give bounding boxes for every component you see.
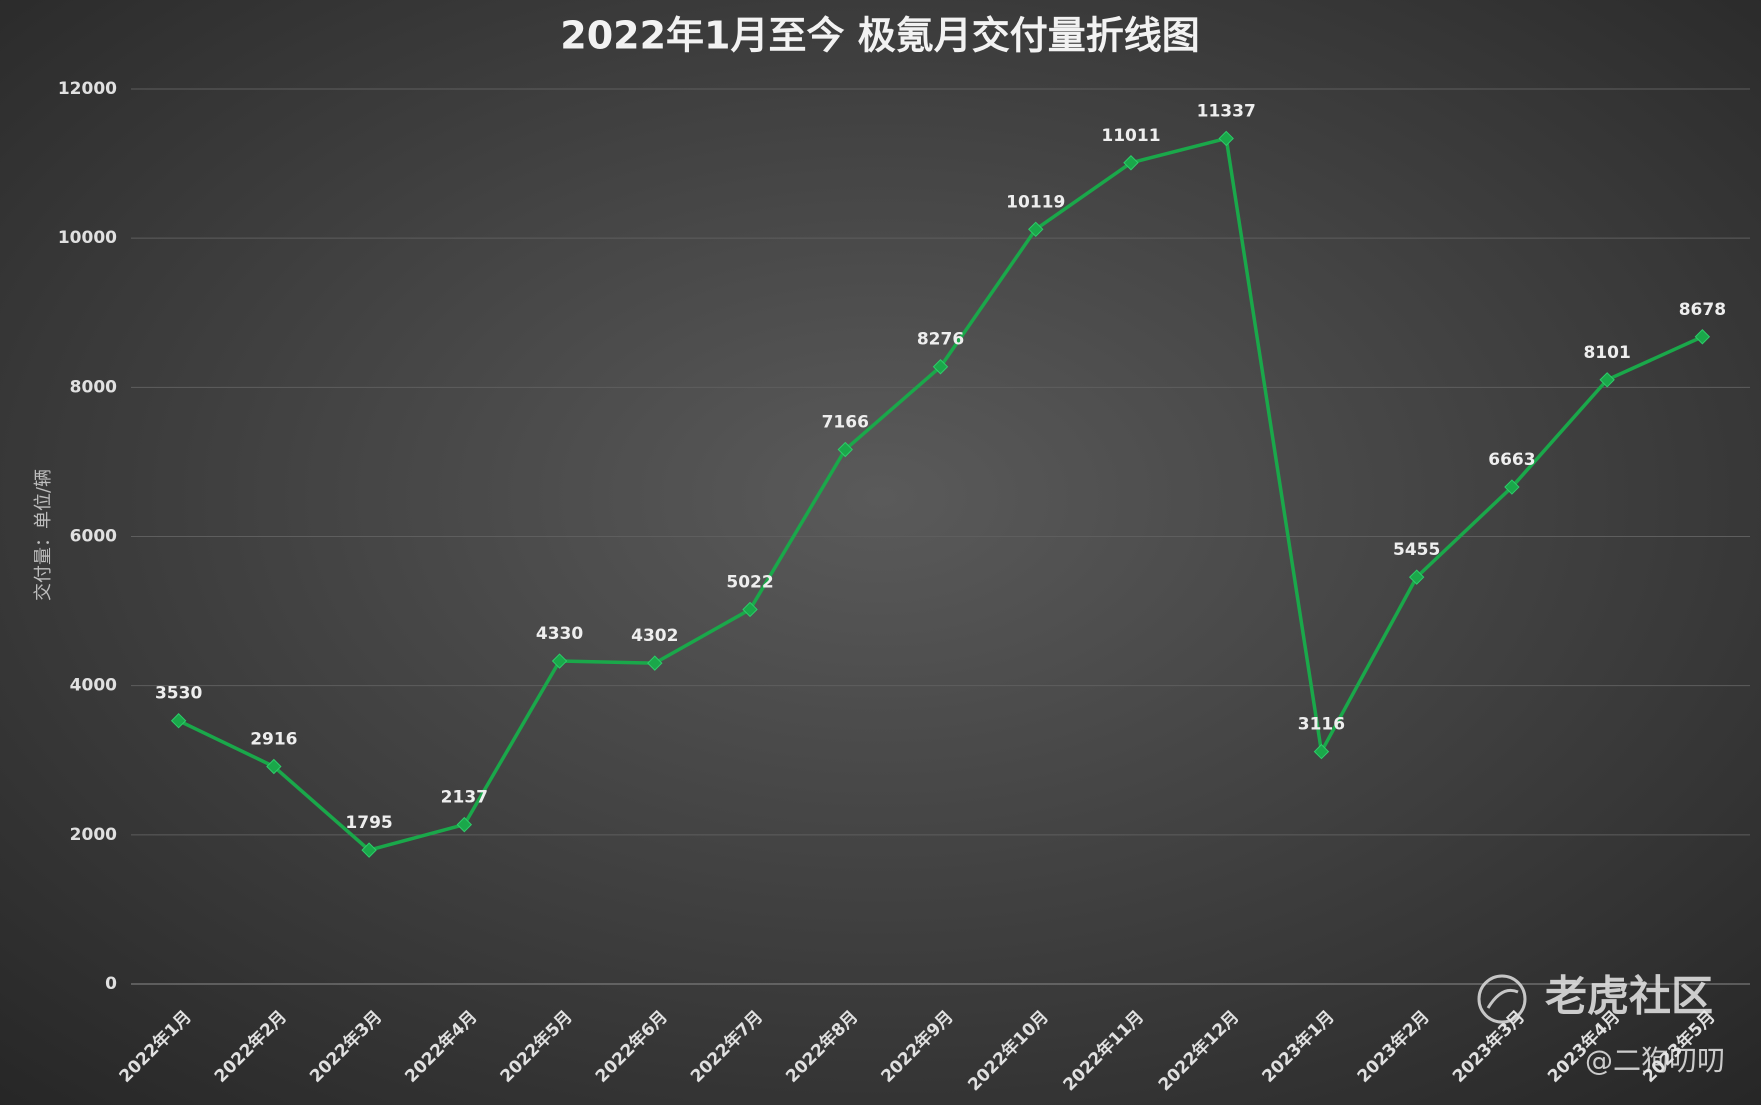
data-label: 8101 <box>1583 343 1630 363</box>
y-tick-label: 2000 <box>70 825 117 845</box>
data-label: 7166 <box>822 413 869 433</box>
data-label: 6663 <box>1488 450 1535 470</box>
data-label: 11337 <box>1197 101 1256 121</box>
data-marker <box>1408 569 1425 585</box>
data-marker <box>932 359 949 375</box>
data-label: 10119 <box>1006 192 1065 212</box>
watermark-author: @二狗叨叨 <box>1585 1044 1725 1077</box>
data-marker <box>647 655 663 671</box>
data-label: 5022 <box>726 572 773 592</box>
y-axis-label: 交付量：单位/辆 <box>33 469 54 601</box>
watermark-site: 老虎社区 <box>1545 972 1713 1021</box>
watermark-icon <box>1477 974 1527 1024</box>
data-marker <box>1694 329 1711 345</box>
data-marker <box>361 842 377 858</box>
data-label: 8678 <box>1679 300 1726 320</box>
data-label: 11011 <box>1101 126 1160 146</box>
y-tick-label: 4000 <box>70 676 117 696</box>
data-label: 2137 <box>441 788 488 808</box>
y-tick-label: 10000 <box>58 228 117 248</box>
data-label: 1795 <box>345 813 392 833</box>
chart-title: 2022年1月至今 极氪月交付量折线图 <box>560 14 1199 58</box>
data-marker <box>266 758 282 775</box>
y-tick-label: 12000 <box>58 79 117 99</box>
data-label: 4302 <box>631 626 678 646</box>
y-tick-label: 0 <box>105 974 117 994</box>
data-label: 8276 <box>917 330 964 350</box>
y-tick-label: 8000 <box>70 377 117 397</box>
data-marker <box>837 441 853 458</box>
data-marker <box>1313 743 1330 760</box>
data-marker <box>170 713 187 729</box>
watermark: 老虎社区 @二狗叨叨 <box>1477 972 1725 1077</box>
data-label: 3530 <box>155 684 202 704</box>
data-marker <box>1504 479 1520 495</box>
watermark-icon <box>1486 988 1519 1009</box>
data-marker <box>1123 155 1139 171</box>
data-marker <box>742 601 758 618</box>
data-marker <box>1028 221 1044 237</box>
data-marker <box>1599 372 1615 388</box>
data-label: 3116 <box>1298 715 1345 735</box>
data-marker <box>456 816 473 833</box>
data-marker <box>551 653 568 669</box>
y-tick-label: 6000 <box>70 527 117 547</box>
data-marker <box>1218 130 1234 147</box>
data-label: 5455 <box>1393 540 1440 560</box>
data-label: 2916 <box>250 730 297 750</box>
data-label: 4330 <box>536 624 583 644</box>
